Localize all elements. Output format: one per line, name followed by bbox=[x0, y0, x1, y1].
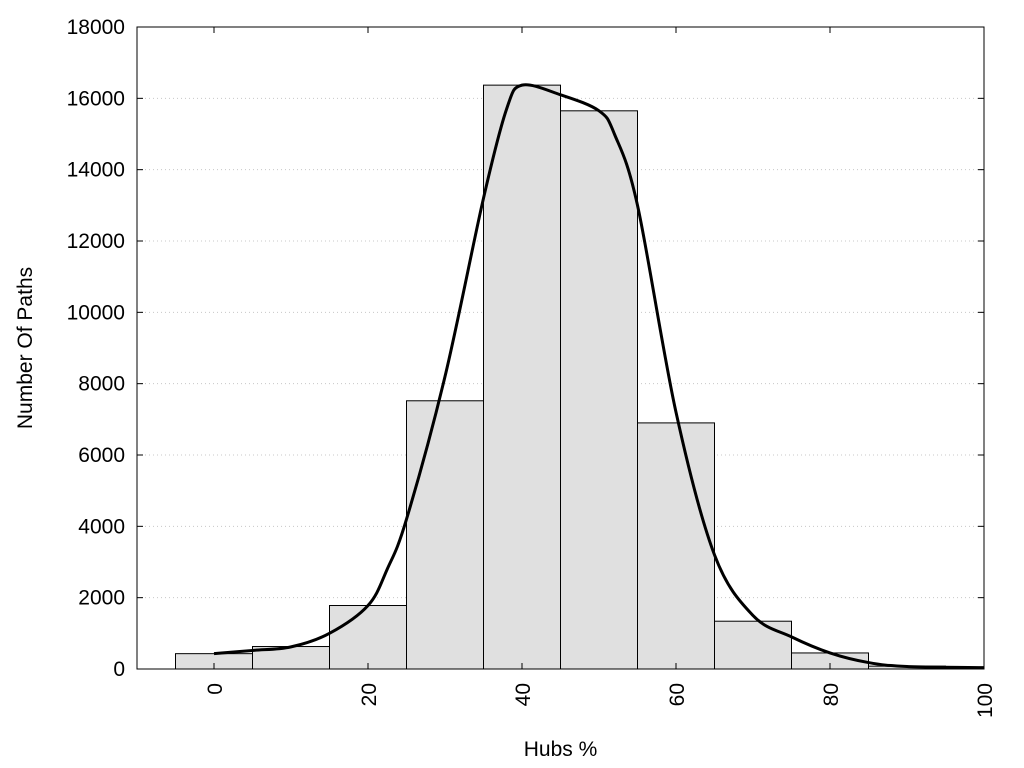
x-tick-label: 80 bbox=[820, 683, 843, 706]
y-tick-label: 12000 bbox=[67, 230, 125, 253]
y-tick-label: 0 bbox=[113, 658, 125, 681]
y-tick-label: 8000 bbox=[78, 373, 125, 396]
x-tick-label: 40 bbox=[512, 683, 535, 706]
density-curve-layer bbox=[213, 83, 985, 670]
y-tick-label: 2000 bbox=[78, 587, 125, 610]
x-tick-label: 0 bbox=[204, 683, 227, 695]
histogram-bar bbox=[637, 422, 715, 670]
x-tick-label: 20 bbox=[358, 683, 381, 706]
x-tick-label: 60 bbox=[666, 683, 689, 706]
y-axis-title: Number Of Paths bbox=[14, 267, 37, 429]
y-tick-label: 10000 bbox=[67, 301, 125, 324]
y-tick-label: 14000 bbox=[67, 159, 125, 182]
histogram-bar bbox=[329, 605, 407, 670]
x-axis-title: Hubs % bbox=[524, 738, 598, 761]
y-tick-label: 18000 bbox=[67, 16, 125, 39]
y-axis-ticks: 0 2000 4000 6000 8000 10000 12000 14000 16000 180… bbox=[67, 16, 984, 681]
histogram-bar bbox=[483, 84, 561, 670]
x-axis-ticks: 0 20 40 60 80 100 bbox=[204, 27, 997, 718]
density-curve bbox=[213, 83, 985, 670]
histogram-bars bbox=[175, 84, 946, 670]
plot-frame bbox=[136, 26, 985, 670]
y-tick-label: 16000 bbox=[67, 87, 125, 110]
x-tick-label: 100 bbox=[974, 683, 997, 718]
histogram-bar bbox=[406, 400, 484, 670]
y-tick-label: 4000 bbox=[78, 515, 125, 538]
histogram-bar bbox=[560, 110, 638, 670]
y-tick-label: 6000 bbox=[78, 444, 125, 467]
histogram-bar bbox=[714, 620, 792, 670]
